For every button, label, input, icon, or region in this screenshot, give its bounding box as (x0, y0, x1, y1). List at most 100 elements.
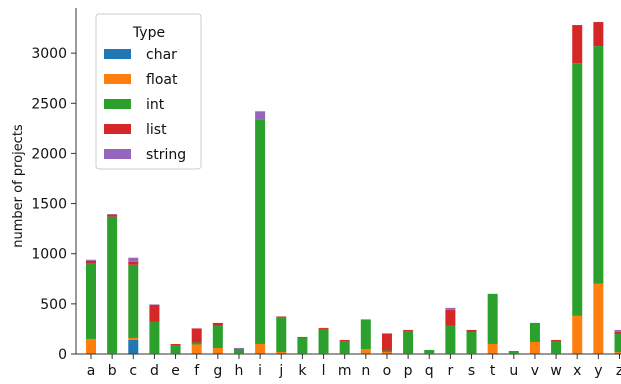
bar-segment-b-int (107, 216, 118, 353)
bar-segment-y-float (593, 283, 604, 354)
bar-segment-i-int (255, 119, 266, 344)
bar-segment-h-int (233, 348, 244, 353)
axes-group (75, 8, 621, 355)
bar-segment-w-list (551, 339, 562, 341)
bar-segment-c-string (128, 257, 139, 262)
x-tick-label-u: u (509, 363, 518, 379)
bar-segment-j-list (276, 316, 287, 317)
legend-swatch-char (104, 49, 131, 59)
bar-segment-k-list (297, 336, 308, 338)
bar-segment-g-list (212, 322, 223, 326)
bar-segment-r-int (445, 325, 456, 353)
bar-segment-d-string (149, 304, 160, 305)
bar-segment-l-int (318, 328, 329, 353)
bar-segment-e-list (170, 343, 181, 345)
legend-swatch-int (104, 99, 131, 109)
bar-segment-c-float (128, 337, 139, 340)
bar-segment-z-string (614, 329, 621, 332)
x-tick-label-x: x (573, 363, 581, 379)
x-tick-label-s: s (468, 363, 475, 379)
y-tick-label-2500: 2500 (31, 96, 67, 112)
bar-segment-r-string (445, 307, 456, 310)
x-tick-label-z: z (616, 363, 621, 379)
y-tick-label-1500: 1500 (31, 197, 67, 213)
legend-label-string: string (146, 147, 186, 163)
y-tick-label-500: 500 (40, 297, 67, 313)
legend-swatch-float (104, 74, 131, 84)
legend-swatch-string (104, 149, 131, 159)
bar-segment-t-int (487, 293, 498, 344)
bar-segment-l-list (318, 327, 329, 329)
bar-segment-s-int (466, 331, 477, 353)
bar-segment-i-string (255, 111, 266, 120)
y-tick-label-0: 0 (58, 347, 67, 363)
x-tick-label-y: y (594, 363, 602, 379)
legend: Type char float int list string (95, 13, 202, 170)
bar-segment-o-list (381, 333, 392, 351)
y-axis-title: number of projects (11, 124, 26, 248)
x-tick-label-o: o (383, 363, 392, 379)
bar-segment-c-int (128, 264, 139, 338)
bar-segment-p-list (403, 329, 414, 331)
bar-segment-m-int (339, 340, 350, 353)
ticks-group: 0 500 1000 1500 2000 2500 3000 a b c d e f g h i j k l m n o p… (31, 46, 621, 379)
x-tick-label-m: m (338, 363, 352, 379)
bar-segment-r-list (445, 309, 456, 326)
legend-items: char float int list string (104, 47, 186, 163)
x-tick-label-e: e (171, 363, 180, 379)
bar-segment-o-int (381, 350, 392, 352)
bar-segment-i-float (255, 343, 266, 354)
bar-segment-a-list (86, 260, 96, 264)
bar-segment-j-int (276, 316, 287, 352)
bar-segment-x-float (572, 315, 583, 354)
legend-label-char: char (146, 47, 177, 63)
bar-segment-d-int (149, 321, 160, 353)
bar-segment-z-list (614, 331, 621, 334)
bar-segment-e-int (170, 344, 181, 353)
bar-segment-j-float (276, 351, 287, 354)
bar-segment-x-int (572, 63, 583, 316)
legend-label-list: list (146, 122, 167, 138)
bar-segment-c-list (128, 261, 139, 265)
bar-segment-g-float (212, 347, 223, 354)
y-tick-label-1000: 1000 (31, 247, 67, 263)
x-tick-label-q: q (425, 363, 434, 379)
x-tick-label-f: f (194, 363, 200, 379)
x-tick-label-i: i (258, 363, 262, 379)
bar-segment-n-list (360, 319, 371, 320)
x-tick-label-n: n (361, 363, 370, 379)
x-tick-label-t: t (490, 363, 496, 379)
x-tick-label-v: v (531, 363, 539, 379)
bar-segment-m-list (339, 339, 350, 341)
legend-title: Type (132, 25, 165, 41)
bar-segment-z-int (614, 333, 621, 352)
y-tick-label-2000: 2000 (31, 146, 67, 162)
x-tick-label-a: a (87, 363, 96, 379)
legend-label-float: float (146, 72, 178, 88)
legend-swatch-list (104, 124, 131, 134)
bar-segment-f-list (191, 328, 202, 343)
x-tick-label-g: g (213, 363, 222, 379)
x-tick-label-j: j (278, 363, 283, 379)
x-tick-label-p: p (404, 363, 413, 379)
bar-segment-b-list (107, 214, 118, 217)
x-tick-label-b: b (108, 363, 117, 379)
bar-segment-f-float (191, 344, 202, 354)
bar-segment-a-float (86, 338, 96, 354)
bar-segment-f-int (191, 342, 202, 345)
bar-segment-a-string (86, 259, 96, 261)
bar-segment-n-int (360, 319, 371, 349)
bar-segment-x-list (572, 25, 583, 64)
bar-segment-y-int (593, 46, 604, 284)
bar-segment-v-int (529, 322, 540, 342)
bar-segment-g-int (212, 325, 223, 348)
x-tick-label-r: r (447, 363, 453, 379)
bar-segment-h-string (233, 347, 244, 349)
bar-segment-q-int (424, 349, 435, 353)
bar-segment-z-float (614, 351, 621, 354)
bar-segment-v-float (529, 341, 540, 354)
bar-segment-s-list (466, 329, 477, 332)
x-tick-label-h: h (235, 363, 244, 379)
bar-segment-k-int (297, 337, 308, 353)
